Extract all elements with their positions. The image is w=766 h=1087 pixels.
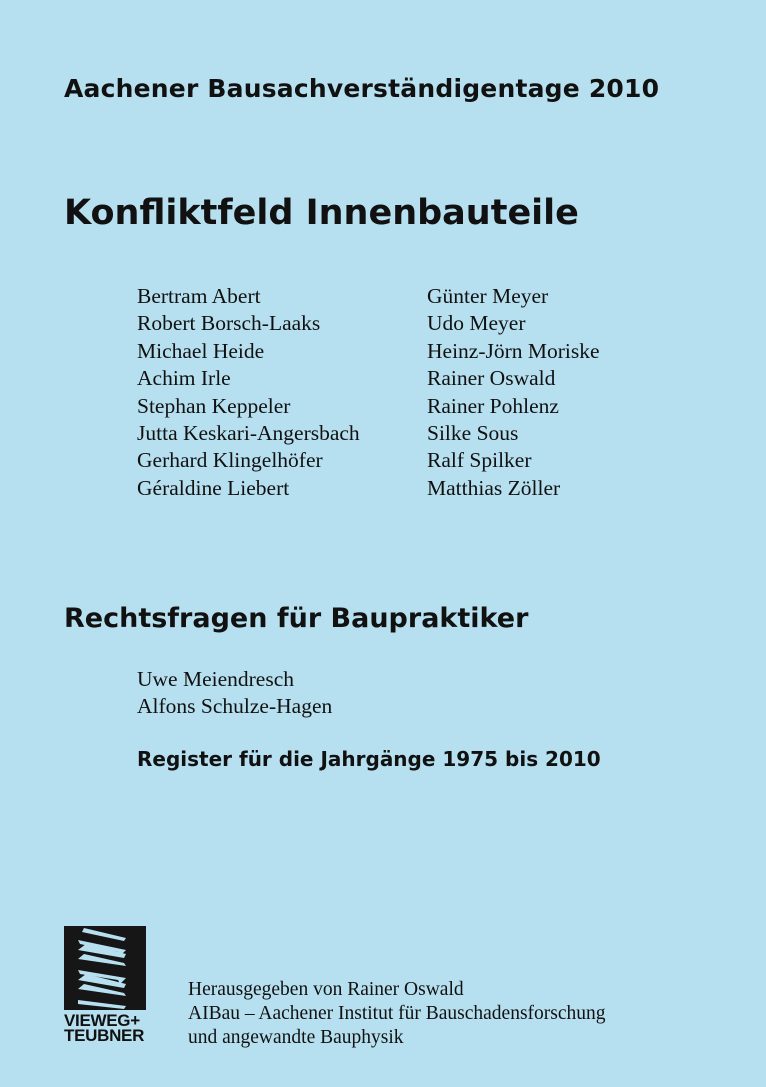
- author: Michael Heide: [137, 338, 265, 363]
- institute-line: AIBau – Aachener Institut für Bauschaden…: [188, 1003, 606, 1024]
- author: Ralf Spilker: [427, 448, 532, 473]
- series-title: Aachener Bausachverständigentage 2010: [64, 74, 660, 103]
- author: Gerhard Klingelhöfer: [137, 448, 323, 473]
- sub-authors: Uwe Meiendresch Alfons Schulze-Hagen: [137, 666, 332, 721]
- institute-line-2: und angewandte Bauphysik: [188, 1027, 404, 1048]
- editor-line: Herausgegeben von Rainer Oswald: [188, 979, 464, 1000]
- author: Uwe Meiendresch: [137, 667, 295, 691]
- author: Stephan Keppeler: [137, 393, 291, 418]
- authors-left-column: Bertram Abert Robert Borsch-Laaks Michae…: [137, 283, 360, 502]
- publisher-logo: VIEWEG+ TEUBNER: [64, 926, 148, 1045]
- author: Robert Borsch-Laaks: [137, 311, 321, 336]
- author: Udo Meyer: [427, 311, 526, 336]
- authors-right-column: Günter Meyer Udo Meyer Heinz-Jörn Morisk…: [427, 283, 600, 502]
- publisher-info: Herausgegeben von Rainer Oswald AIBau – …: [188, 978, 606, 1050]
- register-note: Register für die Jahrgänge 1975 bis 2010: [137, 747, 601, 771]
- author: Heinz-Jörn Moriske: [427, 338, 600, 363]
- logo-mark-icon: [64, 926, 146, 1010]
- logo-text: VIEWEG+ TEUBNER: [64, 1011, 145, 1045]
- author: Silke Sous: [427, 421, 519, 446]
- author: Matthias Zöller: [427, 475, 561, 500]
- author: Alfons Schulze-Hagen: [137, 694, 333, 719]
- subtitle: Rechtsfragen für Baupraktiker: [64, 603, 529, 634]
- author: Rainer Pohlenz: [427, 393, 559, 418]
- main-title: Konfliktfeld Innenbauteile: [64, 193, 579, 233]
- author: Achim Irle: [137, 366, 231, 391]
- author: Jutta Keskari-Angersbach: [137, 421, 360, 446]
- author: Géraldine Liebert: [137, 475, 290, 500]
- author: Bertram Abert: [137, 284, 261, 308]
- author: Günter Meyer: [427, 284, 549, 308]
- author: Rainer Oswald: [427, 366, 556, 391]
